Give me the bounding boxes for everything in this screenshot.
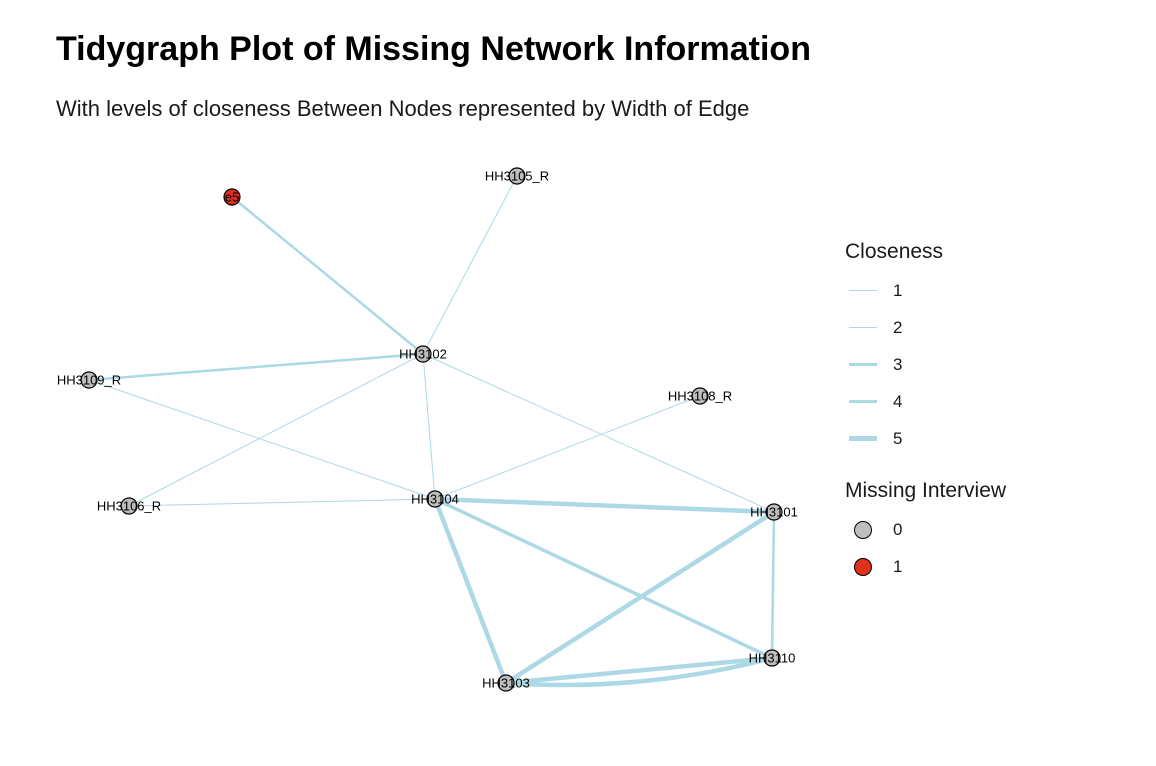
edge-HH3102-HH3104 xyxy=(422,353,436,500)
edge-HH3104-HH3101 xyxy=(434,496,775,515)
legend-closeness-items: 1 2 3 4 5 xyxy=(845,272,1006,457)
edge-HH3103-HH3101 xyxy=(504,510,776,685)
edge-HH3105_R-HH3102 xyxy=(422,175,518,355)
edge-HH3102-HH3101 xyxy=(422,353,775,513)
legend-closeness-5: 5 xyxy=(845,420,1006,457)
edge-e5-HH3102 xyxy=(231,196,424,355)
node-HH3101 xyxy=(765,503,783,521)
node-HH3110 xyxy=(763,649,781,667)
node-label-HH3108_R: HH3108_R xyxy=(668,389,732,404)
edge-HH3103-HH3110 xyxy=(505,655,773,688)
legend-title-closeness: Closeness xyxy=(845,240,944,263)
node-label-HH3101: HH3101 xyxy=(750,505,798,520)
legend-title-missing: Missing Interview xyxy=(845,479,1007,502)
node-label-HH3102: HH3102 xyxy=(399,347,447,362)
page-title: Tidygraph Plot of Missing Network Inform… xyxy=(56,30,811,68)
legend-closeness-label: 4 xyxy=(893,391,903,411)
legend-closeness-3: 3 xyxy=(845,346,1006,383)
network-graph: e5 HH3105_R HH3102 HH3109_R HH3108_R HH3106_R… xyxy=(57,167,798,692)
edge-HH3104-HH3110 xyxy=(434,497,773,660)
legend-missing-key xyxy=(845,511,881,548)
legend-closeness-2: 2 xyxy=(845,309,1006,346)
legend-missing-label: 1 xyxy=(893,556,903,576)
node-HH3108_R xyxy=(691,387,709,405)
node-label-HH3109_R: HH3109_R xyxy=(57,373,121,388)
node-HH3106_R xyxy=(120,497,138,515)
edge-HH3101-HH3110 xyxy=(770,511,776,659)
legend-missing-0: 0 xyxy=(845,511,1006,548)
node-label-HH3110: HH3110 xyxy=(749,651,796,666)
node-label-HH3105_R: HH3105_R xyxy=(485,169,549,184)
legend-closeness-1: 1 xyxy=(845,272,1006,309)
edge-HH3104-HH3103 xyxy=(432,498,509,684)
legend-closeness-4: 4 xyxy=(845,383,1006,420)
node-HH3103 xyxy=(497,674,515,692)
node-e5 xyxy=(223,188,241,206)
legend-closeness-label: 5 xyxy=(893,428,903,448)
legend-closeness-label: 2 xyxy=(893,317,903,337)
edge-HH3106_R-HH3104 xyxy=(128,498,436,507)
node-label-e5: e5 xyxy=(225,190,239,205)
edge-HH3106_R-HH3102 xyxy=(128,353,424,507)
legend-missing-1: 1 xyxy=(845,548,1006,585)
edge-HH3108_R-HH3104 xyxy=(434,395,701,500)
node-label-HH3106_R: HH3106_R xyxy=(97,499,161,514)
edge-HH3103-HH3110 xyxy=(505,655,773,686)
legend-closeness-key xyxy=(845,346,881,383)
node-HH3104 xyxy=(426,490,444,508)
legend-closeness-key xyxy=(845,309,881,346)
node-HH3109_R xyxy=(80,371,98,389)
legend-closeness-label: 3 xyxy=(893,354,903,374)
legend-missing-label: 0 xyxy=(893,519,903,539)
legend-closeness-key xyxy=(845,420,881,457)
edge-HH3109_R-HH3104 xyxy=(88,379,436,500)
legend-closeness-key xyxy=(845,383,881,420)
legend-missing-key xyxy=(845,548,881,585)
page-subtitle: With levels of closeness Between Nodes r… xyxy=(56,96,750,121)
node-HH3105_R xyxy=(508,167,526,185)
edge-HH3109_R-HH3102 xyxy=(88,352,424,382)
legend-closeness-label: 1 xyxy=(893,280,903,300)
node-label-HH3104: HH3104 xyxy=(411,492,459,507)
legend-closeness-key xyxy=(845,272,881,309)
node-HH3102 xyxy=(414,345,432,363)
node-label-HH3103: HH3103 xyxy=(482,676,530,691)
